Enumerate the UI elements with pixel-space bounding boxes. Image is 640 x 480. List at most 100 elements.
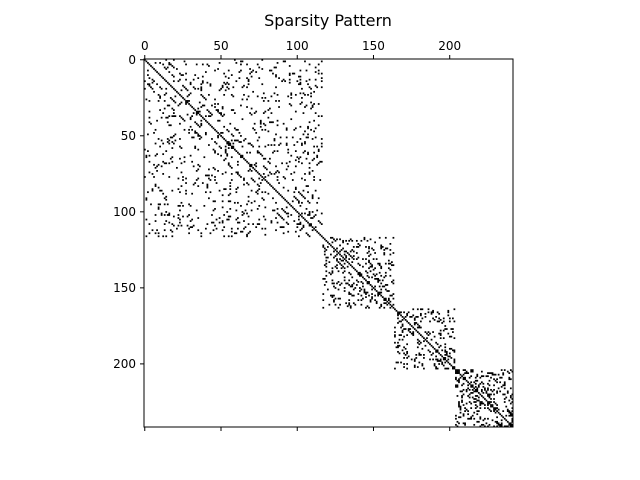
nonzero-mark (287, 201, 290, 204)
nonzero-mark (493, 378, 495, 381)
nonzero-mark (198, 165, 201, 168)
nonzero-mark (331, 241, 334, 244)
nonzero-mark (243, 220, 245, 222)
nonzero-mark (238, 77, 241, 79)
nonzero-mark (197, 112, 200, 114)
nonzero-mark (256, 192, 259, 195)
nonzero-mark (413, 328, 416, 330)
nonzero-mark (185, 182, 187, 184)
nonzero-mark (282, 186, 285, 189)
nonzero-mark (480, 370, 483, 373)
nonzero-mark (464, 410, 466, 413)
x-tick-label: 0 (141, 39, 149, 53)
nonzero-mark (171, 141, 174, 143)
nonzero-mark (252, 69, 255, 72)
nonzero-mark (398, 311, 401, 314)
nonzero-mark (482, 396, 485, 399)
nonzero-mark (491, 404, 494, 406)
nonzero-mark (237, 217, 239, 219)
nonzero-mark (488, 408, 491, 411)
nonzero-mark (401, 338, 404, 341)
nonzero-mark (237, 173, 239, 175)
nonzero-mark (172, 112, 175, 114)
nonzero-mark (348, 279, 351, 282)
nonzero-mark (276, 212, 279, 215)
nonzero-mark (490, 376, 492, 379)
nonzero-mark (331, 270, 334, 273)
nonzero-mark (392, 282, 395, 285)
nonzero-mark (244, 209, 247, 212)
nonzero-mark (320, 72, 323, 75)
nonzero-mark (221, 106, 224, 108)
nonzero-mark (244, 159, 247, 162)
nonzero-mark (209, 191, 212, 194)
nonzero-mark (282, 122, 285, 125)
nonzero-mark (281, 195, 283, 198)
nonzero-mark (255, 170, 258, 172)
nonzero-mark (325, 259, 328, 262)
nonzero-mark (368, 250, 370, 253)
nonzero-mark (334, 239, 337, 242)
nonzero-mark (166, 104, 169, 107)
nonzero-mark (444, 346, 447, 349)
nonzero-mark (330, 244, 332, 247)
nonzero-mark (246, 98, 248, 101)
nonzero-mark (406, 312, 409, 315)
nonzero-mark (503, 401, 506, 403)
nonzero-mark (171, 65, 174, 67)
nonzero-mark (177, 104, 180, 107)
nonzero-mark (359, 244, 361, 247)
nonzero-mark (204, 227, 207, 230)
nonzero-mark (253, 180, 256, 183)
nonzero-mark (354, 303, 357, 306)
nonzero-mark (262, 112, 265, 114)
nonzero-mark (212, 229, 215, 232)
nonzero-mark (256, 223, 259, 225)
nonzero-mark (252, 90, 255, 93)
nonzero-mark (288, 203, 291, 206)
nonzero-mark (509, 414, 512, 417)
nonzero-mark (447, 358, 450, 361)
nonzero-mark (397, 341, 399, 344)
nonzero-mark (368, 276, 370, 279)
nonzero-mark (403, 317, 405, 320)
nonzero-mark (339, 244, 341, 247)
nonzero-mark (165, 92, 168, 95)
nonzero-mark (160, 165, 163, 168)
nonzero-mark (374, 288, 376, 291)
nonzero-mark (511, 398, 514, 400)
nonzero-mark (316, 163, 319, 166)
nonzero-mark (224, 150, 227, 152)
nonzero-mark (349, 264, 352, 267)
nonzero-mark (511, 425, 514, 428)
nonzero-mark (144, 87, 146, 90)
nonzero-mark (511, 410, 514, 413)
nonzero-mark (148, 171, 151, 174)
nonzero-mark (220, 135, 222, 137)
nonzero-mark (244, 226, 247, 229)
x-axis-ticks: 0 50 100 150 200 (141, 39, 461, 431)
nonzero-mark (490, 388, 492, 391)
nonzero-mark (323, 238, 326, 241)
nonzero-mark (249, 72, 251, 75)
nonzero-mark (224, 148, 227, 151)
nonzero-mark (163, 197, 166, 200)
nonzero-mark (246, 203, 248, 206)
nonzero-mark (366, 239, 369, 242)
nonzero-mark (159, 97, 161, 99)
nonzero-mark (389, 253, 392, 256)
nonzero-mark (442, 320, 445, 323)
nonzero-mark (461, 395, 463, 397)
nonzero-mark (398, 352, 401, 355)
nonzero-mark (310, 101, 312, 104)
nonzero-mark (415, 329, 418, 332)
nonzero-mark (487, 395, 489, 397)
nonzero-mark (438, 317, 441, 320)
nonzero-mark (480, 381, 483, 384)
nonzero-mark (397, 312, 399, 315)
nonzero-mark (243, 212, 245, 215)
nonzero-mark (493, 393, 495, 396)
nonzero-mark (188, 227, 190, 230)
nonzero-mark (208, 65, 210, 67)
nonzero-mark (311, 138, 314, 140)
